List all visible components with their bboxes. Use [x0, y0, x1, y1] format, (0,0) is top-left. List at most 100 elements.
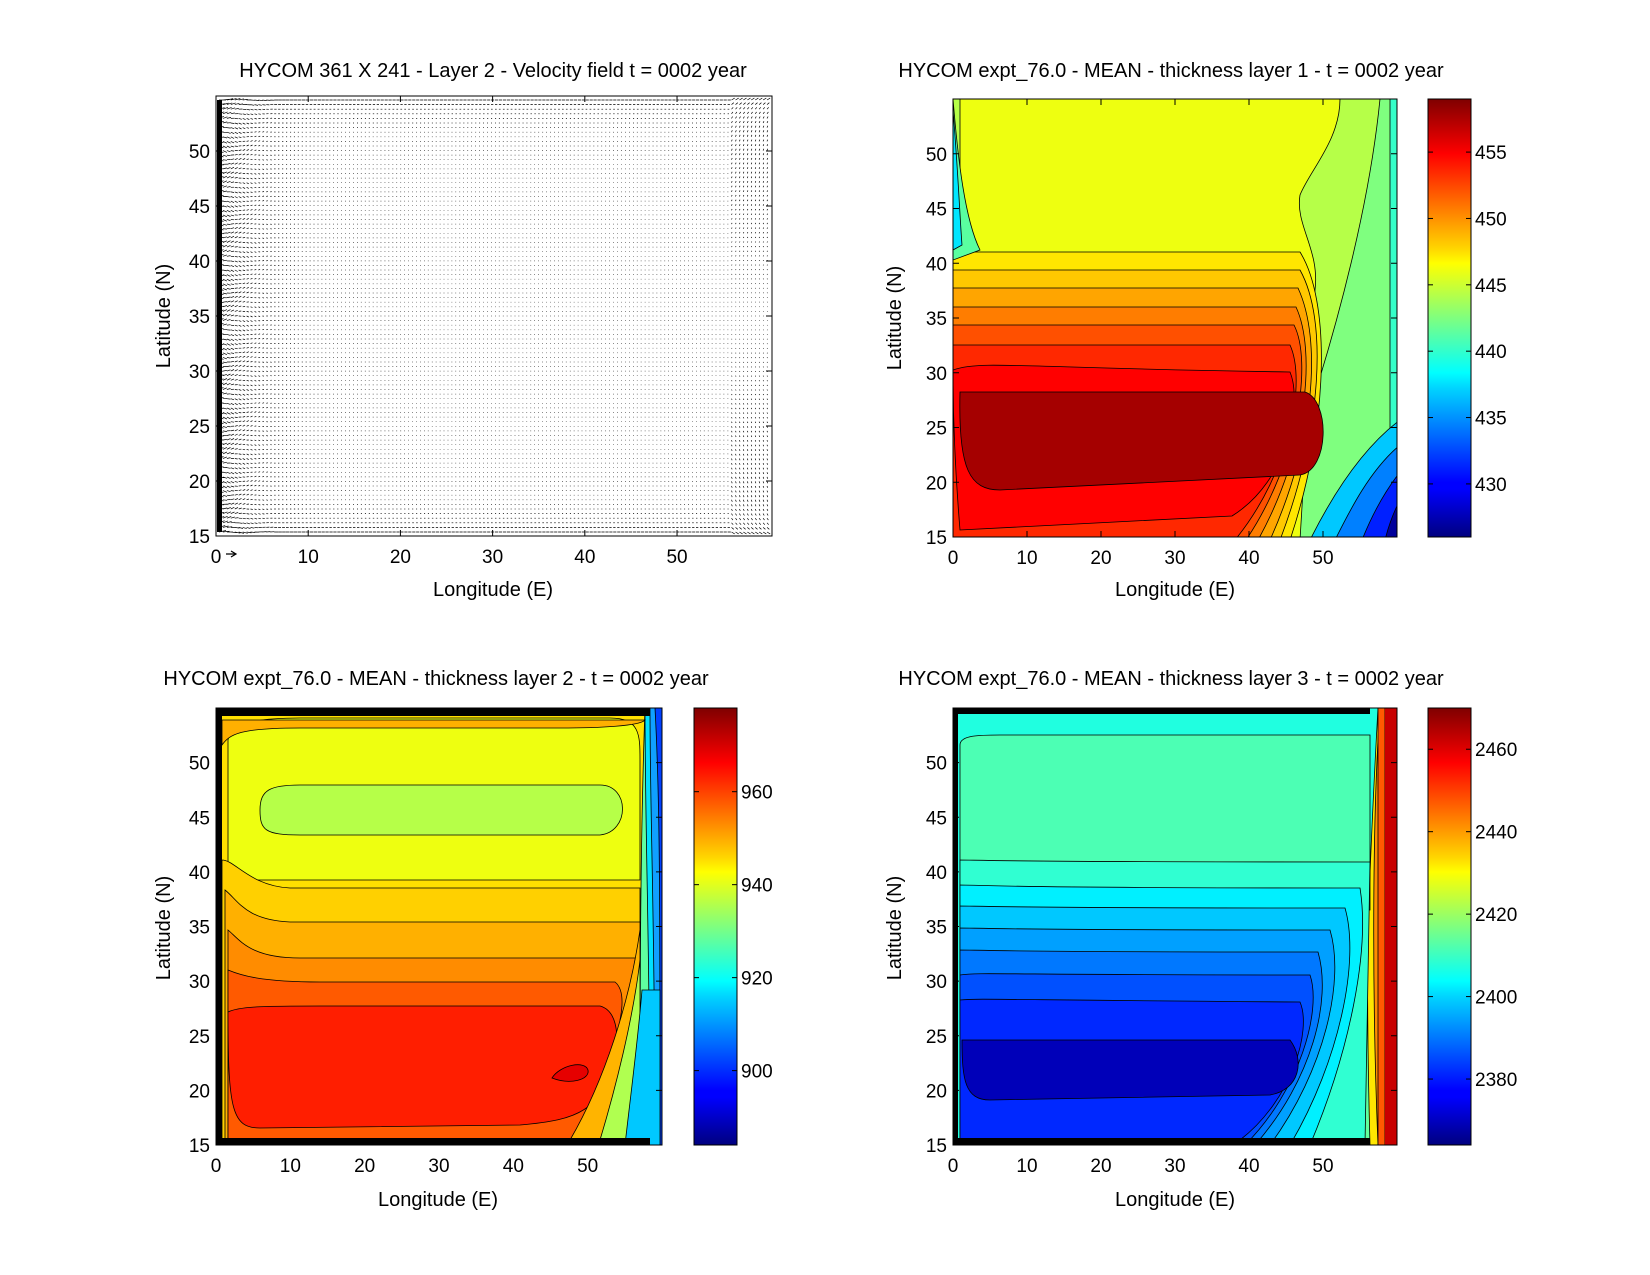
contour-band-southern-core [227, 1005, 618, 1129]
colorbar-tick-label: 2380 [1475, 1070, 1517, 1091]
y-tick-label: 40 [926, 863, 947, 884]
x-tick-label: 10 [1016, 548, 1037, 569]
velocity-field-panel: HYCOM 361 X 241 - Layer 2 - Velocity fie… [153, 60, 773, 601]
thickness-layer-2-panel: HYCOM expt_76.0 - MEAN - thickness layer… [153, 668, 773, 1211]
y-tick-label: 20 [926, 1081, 947, 1102]
y-tick-label: 25 [926, 419, 947, 440]
y-tick-label: 20 [926, 473, 947, 494]
y-tick-label: 45 [926, 200, 947, 221]
x-tick-label: 50 [577, 1156, 598, 1177]
colorbar-tick-label: 430 [1475, 475, 1507, 496]
x-tick-label: 10 [1016, 1156, 1037, 1177]
y-tick-label: 35 [926, 918, 947, 939]
vector-field [217, 97, 771, 535]
colorbar-tick-label: 435 [1475, 409, 1507, 430]
y-tick-label: 15 [926, 1136, 947, 1157]
x-tick-label: 30 [482, 547, 503, 568]
axis-ticks: 0 10 20 30 40 50 15 20 25 30 35 40 45 50 [189, 708, 662, 1177]
contour-band-northern-rim [953, 708, 1370, 714]
y-tick-label: 40 [189, 863, 210, 884]
x-tick-label: 40 [1238, 548, 1259, 569]
x-tick-label: 30 [428, 1156, 449, 1177]
x-tick-label: 20 [1090, 1156, 1111, 1177]
x-tick-label: 50 [1312, 1156, 1333, 1177]
y-tick-label: 40 [189, 252, 210, 273]
chart-title: HYCOM expt_76.0 - MEAN - thickness layer… [898, 60, 1444, 82]
y-tick-label: 30 [926, 972, 947, 993]
colorbar [1427, 707, 1472, 1146]
y-tick-label: 45 [189, 808, 210, 829]
reference-arrow-icon [226, 550, 238, 558]
contour-band-northern-rim [216, 708, 650, 716]
x-tick-label: 10 [298, 547, 319, 568]
contour-band-southern-core [961, 1039, 1299, 1101]
colorbar-tick-label: 2420 [1475, 905, 1517, 926]
colorbar-tick-label: 900 [741, 1062, 773, 1083]
y-tick-label: 20 [189, 472, 210, 493]
y-tick-label: 15 [926, 528, 947, 549]
y-tick-label: 45 [189, 197, 210, 218]
x-axis-label: Longitude (E) [378, 1189, 498, 1211]
x-tick-label: 0 [211, 1156, 222, 1177]
x-tick-label: 40 [503, 1156, 524, 1177]
velocity-vectors [218, 97, 771, 535]
contour-band-southern-rim [953, 1138, 1370, 1145]
x-tick-label: 50 [1312, 548, 1333, 569]
x-tick-label: 0 [948, 548, 959, 569]
colorbar-tick-label: 445 [1475, 276, 1507, 297]
y-axis-label: Latitude (N) [153, 264, 175, 369]
colorbar-tick-label: 2460 [1475, 740, 1517, 761]
contour-band-western-boundary [953, 109, 963, 251]
colorbar-tick-label: 450 [1475, 209, 1507, 230]
contour-band-core [959, 391, 1324, 491]
x-axis-label: Longitude (E) [1115, 579, 1235, 601]
colorbar-tick-label: 960 [741, 783, 773, 804]
y-tick-label: 15 [189, 527, 210, 548]
y-tick-label: 40 [926, 254, 947, 275]
colorbar-ticks: 2380 2400 2420 2440 2460 [1428, 740, 1517, 1091]
chart-title: HYCOM expt_76.0 - MEAN - thickness layer… [898, 668, 1444, 690]
colorbar [693, 707, 738, 1146]
contour-map [953, 708, 1397, 1145]
y-tick-label: 35 [189, 918, 210, 939]
colorbar-tick-label: 920 [741, 969, 773, 990]
y-tick-label: 15 [189, 1136, 210, 1157]
x-tick-label: 30 [1164, 548, 1185, 569]
colorbar-tick-label: 2440 [1475, 823, 1517, 844]
x-axis-label: Longitude (E) [433, 579, 553, 601]
y-tick-label: 30 [189, 972, 210, 993]
contour-band-eastern-boundary [1362, 475, 1397, 537]
contour-band-southern-rim [216, 1138, 650, 1145]
y-tick-label: 50 [189, 754, 210, 775]
colorbar [1427, 98, 1472, 538]
chart-title: HYCOM expt_76.0 - MEAN - thickness layer… [163, 668, 709, 690]
thickness-layer-3-panel: HYCOM expt_76.0 - MEAN - thickness layer… [884, 668, 1517, 1211]
x-tick-label: 20 [390, 547, 411, 568]
x-tick-label: 40 [574, 547, 595, 568]
axis-ticks: 0 10 20 30 40 50 15 20 25 30 35 40 45 50 [189, 96, 772, 568]
y-tick-label: 30 [189, 362, 210, 383]
y-tick-label: 50 [189, 142, 210, 163]
colorbar-tick-label: 455 [1475, 143, 1507, 164]
y-axis-label: Latitude (N) [884, 876, 906, 981]
x-tick-label: 20 [1090, 548, 1111, 569]
y-tick-label: 35 [189, 307, 210, 328]
y-tick-label: 25 [926, 1027, 947, 1048]
colorbar-tick-label: 440 [1475, 342, 1507, 363]
y-tick-label: 30 [926, 364, 947, 385]
x-tick-label: 0 [948, 1156, 959, 1177]
y-tick-label: 25 [189, 1027, 210, 1048]
contour-band-eastern-boundary [624, 989, 661, 1145]
axis-ticks: 0 10 20 30 40 50 15 20 25 30 35 40 45 50 [926, 99, 1397, 569]
contour-band-eastern-boundary [1377, 708, 1386, 1145]
y-tick-label: 25 [189, 417, 210, 438]
x-tick-label: 30 [1164, 1156, 1185, 1177]
y-tick-label: 45 [926, 808, 947, 829]
y-tick-label: 50 [926, 145, 947, 166]
x-axis-label: Longitude (E) [1115, 1189, 1235, 1211]
x-tick-label: 0 [211, 547, 222, 568]
contour-band-southern-core [551, 1064, 589, 1082]
x-tick-label: 20 [354, 1156, 375, 1177]
colorbar-ticks: 900 920 940 960 [694, 783, 773, 1083]
